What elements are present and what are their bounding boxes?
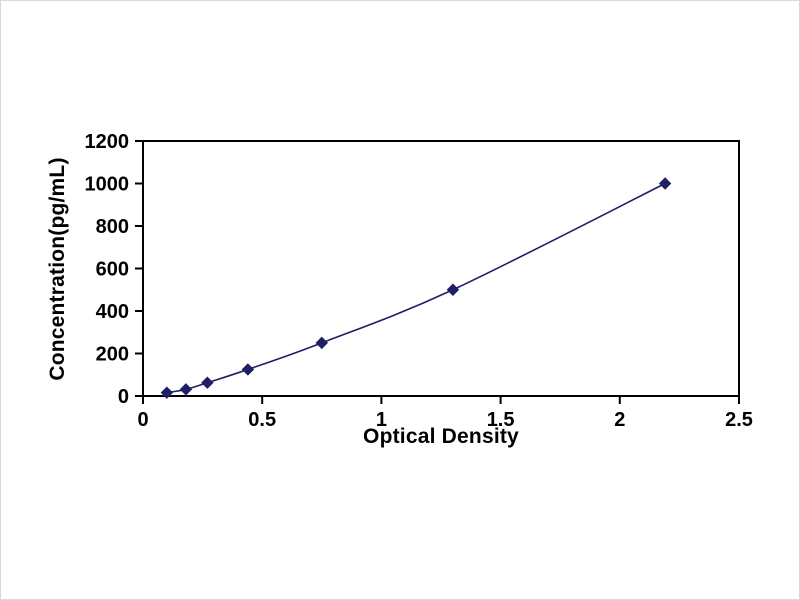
x-axis-title: Optical Density: [363, 425, 519, 448]
standard-curve-line: [166, 182, 666, 394]
plot-frame: [142, 140, 740, 397]
y-axis-tick-label: 1000: [85, 174, 130, 196]
x-axis-tick-label: 2: [614, 409, 625, 431]
y-axis-title: Concentration(pg/mL): [46, 157, 69, 381]
x-axis-tick-label: 0: [137, 409, 148, 431]
y-axis-tick-label: 600: [96, 259, 129, 281]
y-axis-tick-label: 200: [96, 344, 129, 366]
x-axis-tick-label: 0.5: [248, 409, 276, 431]
data-point-marker: [241, 363, 255, 376]
data-point-marker: [179, 383, 193, 396]
y-axis-tick-label: 1200: [85, 131, 130, 153]
y-axis-tick-label: 0: [118, 386, 129, 408]
data-point-marker: [446, 283, 460, 296]
x-axis-tick-label: 1: [376, 409, 387, 431]
data-point-marker: [315, 336, 329, 350]
data-point-marker: [658, 177, 672, 190]
x-axis-tick-label: 2.5: [725, 409, 753, 431]
data-point-marker: [160, 386, 174, 399]
y-axis-tick-label: 800: [96, 216, 129, 238]
data-point-marker: [201, 376, 214, 389]
y-axis-tick-label: 400: [96, 301, 129, 323]
x-axis-tick-label: 1.5: [487, 409, 515, 431]
